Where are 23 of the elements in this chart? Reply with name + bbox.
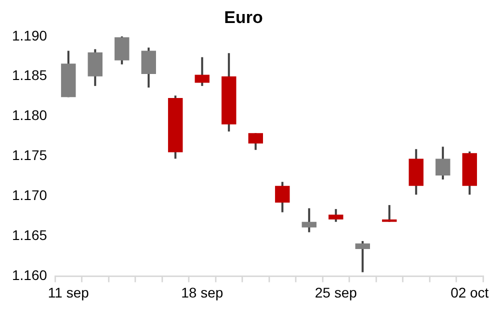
x-tick-label: 25 sep: [314, 284, 358, 300]
y-tick-label: 1.170: [12, 187, 48, 204]
y-tick-label: 1.180: [12, 107, 48, 124]
candlestick: [114, 35, 130, 66]
candlestick: [328, 208, 344, 223]
candlestick: [141, 46, 156, 89]
y-tick-label: 1.185: [12, 67, 48, 84]
candlestick: [436, 146, 450, 180]
candlestick: [248, 132, 263, 151]
candlestick: [194, 56, 210, 87]
x-tick-label: 02 oct: [450, 284, 489, 300]
chart-title: Euro: [224, 8, 263, 27]
candlestick: [302, 207, 316, 234]
x-tick-label: 11 sep: [48, 284, 90, 300]
y-tick-label: 1.190: [12, 27, 48, 44]
candlestick: [88, 48, 103, 87]
y-tick-label: 1.160: [12, 267, 48, 284]
y-tick-label: 1.165: [12, 227, 48, 244]
candlestick: [382, 204, 397, 223]
y-tick-label: 1.175: [12, 147, 48, 164]
candlestick: [355, 240, 370, 274]
x-tick-label: 18 sep: [181, 284, 224, 300]
candlestick: [275, 180, 290, 214]
